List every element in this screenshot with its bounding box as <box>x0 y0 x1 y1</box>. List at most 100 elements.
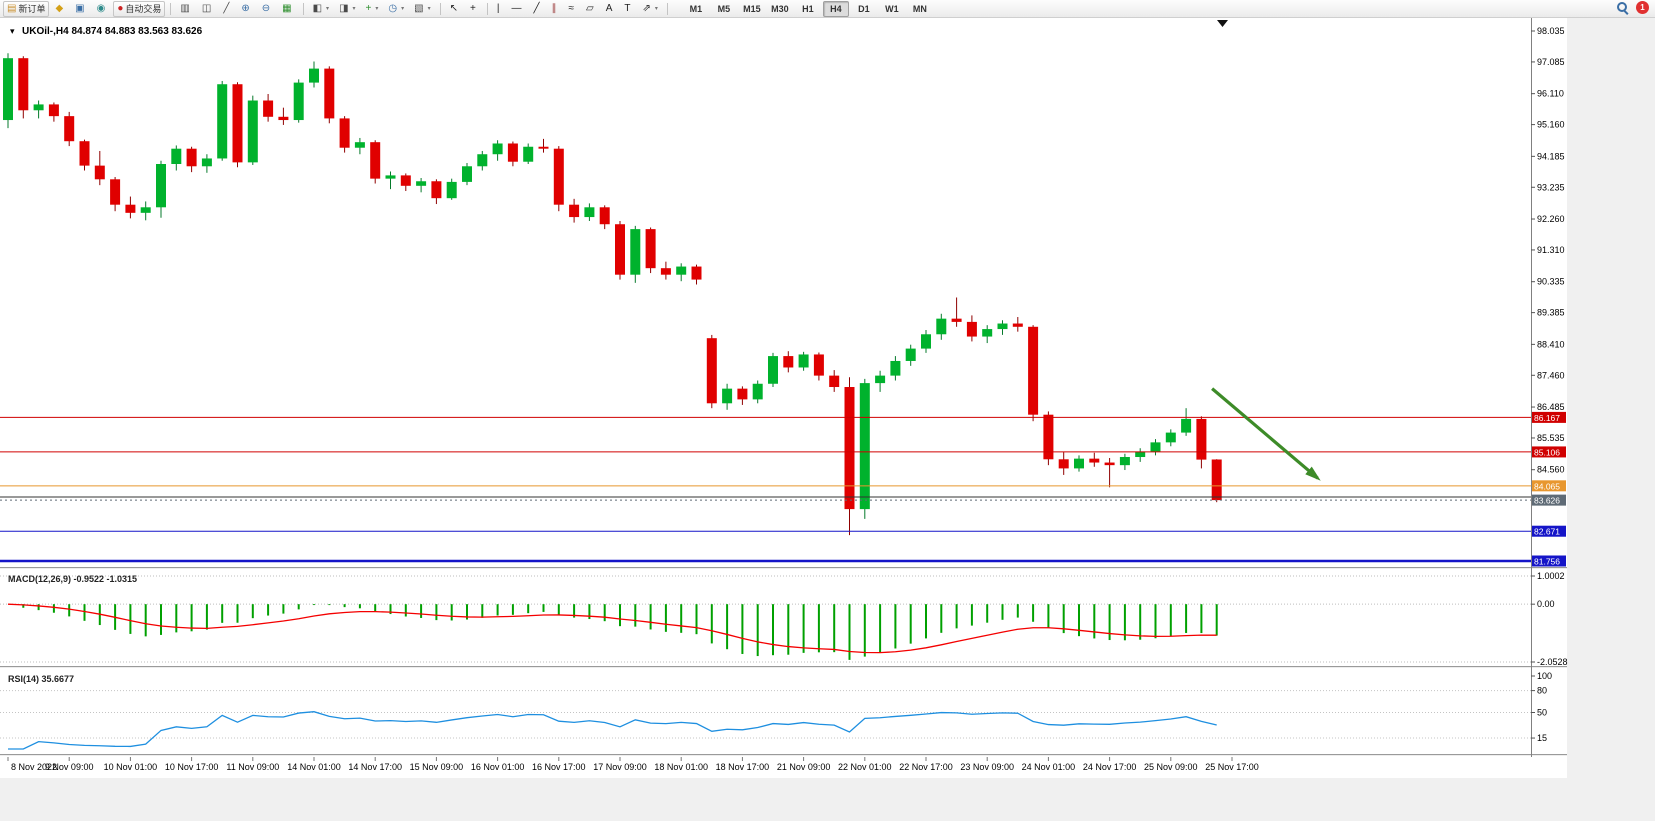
candle-down <box>599 207 610 225</box>
candle-up <box>446 181 457 199</box>
candle-up <box>875 375 886 384</box>
chart-shift-icon[interactable]: ◨ ▾ <box>335 1 359 17</box>
price-badge-label: 84.065 <box>1534 481 1560 491</box>
candle-up <box>936 318 947 335</box>
timeframe-d1-button[interactable]: D1 <box>858 3 870 14</box>
notification-badge[interactable]: 1 <box>1636 1 1649 14</box>
price-axis-tick: 90.335 <box>1537 277 1565 287</box>
timeframe-h1-button[interactable]: H1 <box>802 3 814 14</box>
timeframe-h4-button[interactable]: H4 <box>822 0 849 17</box>
channel-icon[interactable]: ∥ <box>547 1 562 17</box>
horizontal-line-icon[interactable]: — <box>507 1 527 17</box>
price-axis-tick: 88.410 <box>1537 339 1565 349</box>
dropdown-arrow-icon[interactable]: ▾ <box>401 6 405 12</box>
chart-objects[interactable] <box>0 20 1531 563</box>
candle-up <box>462 166 472 182</box>
candle-down <box>431 181 442 199</box>
price-axis-tick: 95.160 <box>1537 120 1565 130</box>
candle-down <box>706 338 717 404</box>
timeframe-w1-button[interactable]: W1 <box>885 3 899 14</box>
trend-arrow[interactable] <box>1211 387 1319 480</box>
candle-down <box>370 142 381 179</box>
gridlines <box>0 575 1531 739</box>
dropdown-arrow-icon[interactable]: ▾ <box>375 6 379 12</box>
cursor-icon[interactable]: ↖ <box>446 1 464 17</box>
collapse-triangle-icon[interactable]: ▾ <box>10 26 15 36</box>
candle-down <box>48 104 59 117</box>
period-icon[interactable]: ◷ ▾ <box>384 1 408 17</box>
candle-up <box>309 68 319 83</box>
new-order-button[interactable]: ▤ 新订单 <box>3 0 50 17</box>
add-indicator-icon[interactable]: + ▾ <box>362 1 383 17</box>
candle-up <box>768 356 778 384</box>
price-level-badge <box>1532 480 1566 492</box>
timeframe-mn-button[interactable]: MN <box>912 3 927 14</box>
candle-up <box>201 158 212 167</box>
price-axis-tick: 89.385 <box>1537 308 1565 318</box>
toolbar-separator <box>439 2 441 15</box>
metaeditor-icon[interactable]: ◆ <box>51 1 69 17</box>
text-label-icon: T <box>624 2 631 14</box>
candle-up <box>982 329 993 337</box>
candlestick-chart-icon[interactable]: ◫ <box>198 1 217 17</box>
zoom-in-icon: ⊕ <box>241 2 250 14</box>
candle-down <box>569 204 580 218</box>
text-label-icon[interactable]: T <box>620 1 636 17</box>
price-badge-label: 82.671 <box>1534 527 1560 537</box>
time-axis-label: 16 Nov 17:00 <box>532 762 586 772</box>
candle-down <box>324 68 335 119</box>
macd-signal-line <box>7 603 1217 654</box>
template-icon[interactable]: ▧ ▾ <box>410 1 434 17</box>
auto-scroll-icon[interactable]: ◧ ▾ <box>309 1 333 17</box>
time-axis-label: 14 Nov 01:00 <box>287 762 341 772</box>
market-watch-icon[interactable]: ▣ <box>71 1 90 17</box>
bar-chart-icon[interactable]: ▥ <box>176 1 195 17</box>
time-axis-label: 10 Nov 17:00 <box>165 762 219 772</box>
zoom-in-icon[interactable]: ⊕ <box>237 1 255 17</box>
candle-down <box>737 388 748 400</box>
timeframe-m30-button[interactable]: M30 <box>771 3 789 14</box>
vertical-line-icon[interactable]: | <box>493 1 506 17</box>
time-axis-label: 14 Nov 17:00 <box>348 762 402 772</box>
fibonacci-icon[interactable]: ≈ <box>564 1 580 17</box>
search-icon[interactable] <box>1616 1 1629 14</box>
dropdown-arrow-icon[interactable]: ▾ <box>654 6 658 12</box>
crosshair-icon[interactable]: + <box>466 1 482 17</box>
toolbar-right-group: 1 <box>1616 1 1649 14</box>
candle-up <box>1074 458 1084 469</box>
timeframe-m15-button[interactable]: M15 <box>743 3 761 14</box>
time-axis-label: 17 Nov 09:00 <box>593 762 647 772</box>
template-icon: ▧ <box>414 2 424 14</box>
arrows-icon[interactable]: ⇗ ▾ <box>638 1 661 17</box>
rsi-axis-tick: 100 <box>1537 671 1552 681</box>
dropdown-arrow-icon[interactable]: ▾ <box>427 6 431 12</box>
tile-windows-icon[interactable]: ▦ <box>278 1 297 17</box>
candle-up <box>385 175 396 179</box>
metaeditor-icon: ◆ <box>55 2 64 14</box>
timeframe-m5-button[interactable]: M5 <box>717 3 731 14</box>
shapes-icon[interactable]: ▱ <box>582 1 600 17</box>
candle-up <box>752 383 763 400</box>
navigator-icon[interactable]: ◉ <box>93 1 112 17</box>
price-axis-tick: 87.460 <box>1537 370 1565 380</box>
text-icon: A <box>605 2 613 14</box>
auto-trading-button[interactable]: ● 自动交易 <box>113 0 166 17</box>
line-chart-icon[interactable]: ╱ <box>219 1 235 17</box>
trendline-icon[interactable]: ╱ <box>529 1 545 17</box>
axes: 98.035 97.085 96.110 95.160 94.185 93.235 92.2… <box>7 26 1568 772</box>
period-icon: ◷ <box>388 2 398 14</box>
macd-axis-tick: 0.00 <box>1537 599 1555 609</box>
timeframe-m1-button[interactable]: M1 <box>689 3 703 14</box>
text-icon[interactable]: A <box>602 1 619 17</box>
candle-down <box>951 318 962 322</box>
candle-up <box>921 334 931 349</box>
candle-up <box>171 148 182 164</box>
zoom-out-icon[interactable]: ⊖ <box>258 1 276 17</box>
dropdown-arrow-icon[interactable]: ▾ <box>352 6 356 12</box>
chart-shift-marker-icon[interactable] <box>1217 20 1228 27</box>
bar-chart-icon: ▥ <box>180 2 190 14</box>
candlestick-series[interactable] <box>3 53 1222 536</box>
candle-up <box>156 163 166 208</box>
dropdown-arrow-icon[interactable]: ▾ <box>326 6 330 12</box>
